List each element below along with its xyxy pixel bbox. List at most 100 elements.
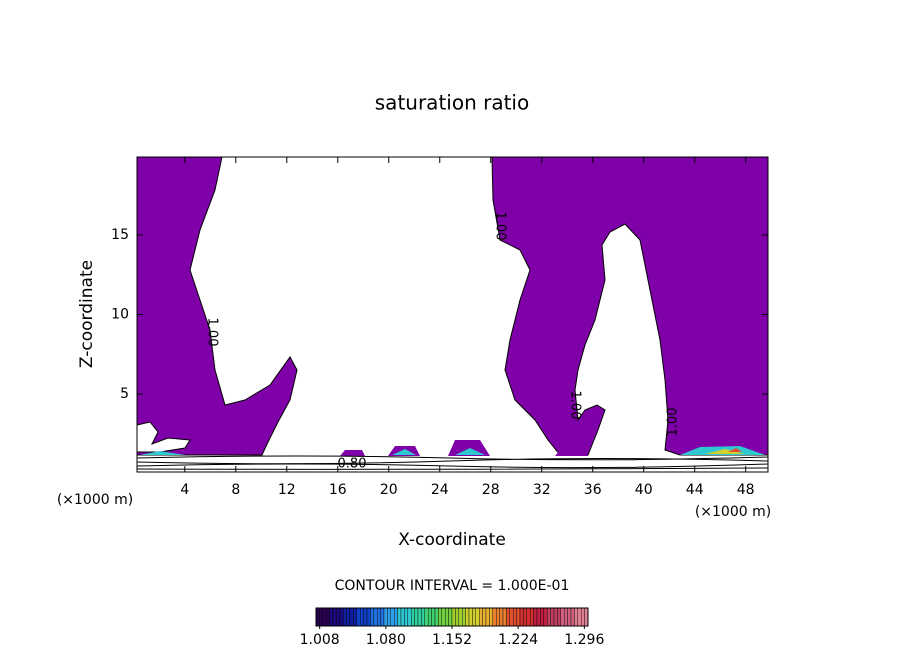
colorbar-cell <box>564 607 568 627</box>
x-tick-label: 36 <box>584 482 602 498</box>
colorbar-cell <box>346 607 351 627</box>
colorbar-cell <box>567 607 572 627</box>
colorbar-cell <box>482 607 487 627</box>
x-tick-label: 20 <box>380 482 398 498</box>
colorbar-tick-label: 1.152 <box>432 632 472 648</box>
colorbar-cell <box>377 607 381 627</box>
contour-lines <box>136 455 769 470</box>
colorbar-cell <box>547 607 551 627</box>
colorbar-cell <box>404 607 408 627</box>
colorbar-cell <box>519 607 524 627</box>
x-tick-label: 12 <box>278 482 296 498</box>
colorbar-cell <box>363 607 368 627</box>
colorbar-cell <box>417 607 422 627</box>
colorbar-cell <box>448 607 453 627</box>
x-tick-label: 24 <box>431 482 449 498</box>
x-tick-label: 16 <box>329 482 347 498</box>
x-tick-label: 40 <box>635 482 653 498</box>
colorbar-cell <box>394 607 398 627</box>
colorbar-cell <box>489 607 493 627</box>
region <box>491 156 769 456</box>
x-tick-label: 8 <box>231 482 240 498</box>
x-unit: (×1000 m) <box>695 504 771 520</box>
colorbar-cell <box>438 607 442 627</box>
colorbar-cell <box>343 607 347 627</box>
contour-label: 1.00 <box>568 391 583 420</box>
spots <box>140 446 765 455</box>
colorbar-cell <box>319 607 323 627</box>
colorbar-cell <box>496 607 500 627</box>
colorbar-cell <box>458 607 463 627</box>
x-tick-label: 32 <box>533 482 551 498</box>
chart-title: saturation ratio <box>375 91 529 115</box>
colorbar-cell <box>516 607 521 627</box>
colorbar-cell <box>540 607 545 627</box>
colorbar-cell <box>509 607 514 627</box>
colorbar-cell <box>536 607 541 627</box>
colorbar-cell <box>400 607 405 627</box>
colorbar-cell <box>424 607 429 627</box>
x-tick-label: 44 <box>686 482 704 498</box>
colorbar-tick-label: 1.296 <box>564 632 604 648</box>
colorbar-cell <box>332 607 337 627</box>
colorbar-cell <box>472 607 476 627</box>
colorbar-cell <box>431 607 436 627</box>
y-tick-label: 5 <box>120 386 129 402</box>
colorbar-cell <box>530 607 534 627</box>
colorbar-cell <box>526 607 531 627</box>
colorbar-cell <box>451 607 456 627</box>
colorbar-cell <box>499 607 504 627</box>
colorbar-cell <box>349 607 354 627</box>
colorbar-tick-label: 1.224 <box>498 632 538 648</box>
colorbar-cell <box>479 607 483 627</box>
colorbar-cell <box>326 607 330 627</box>
colorbar-cell <box>523 607 528 627</box>
spots <box>705 449 745 454</box>
y-tick-label: 10 <box>111 307 129 323</box>
colorbar-cell <box>411 607 415 627</box>
colorbar-cell <box>329 607 334 627</box>
colorbar-cell <box>390 607 395 627</box>
colorbar-cell <box>360 607 364 627</box>
colorbar-cell <box>513 607 517 627</box>
colorbar-cell <box>560 607 565 627</box>
colorbar-cell <box>356 607 361 627</box>
colorbar-cell <box>553 607 558 627</box>
colorbar-cell <box>383 607 388 627</box>
colorbar-cell <box>574 607 579 627</box>
colorbar-cell <box>533 607 538 627</box>
colorbar-cell <box>445 607 449 627</box>
colorbar-cell <box>373 607 378 627</box>
x-tick-label: 4 <box>180 482 189 498</box>
contour-label: 1.00 <box>205 318 220 347</box>
colorbar-cell <box>492 607 497 627</box>
colorbar-cell <box>502 607 507 627</box>
contour-interval: CONTOUR INTERVAL = 1.000E-01 <box>335 578 570 594</box>
contour-label: 1.00 <box>666 408 681 437</box>
x-tick-label: 48 <box>737 482 755 498</box>
colorbar-cell <box>462 607 466 627</box>
colorbar-cell <box>465 607 470 627</box>
colorbar-tick-label: 1.008 <box>300 632 340 648</box>
region <box>136 156 298 456</box>
x-axis-title: X-coordinate <box>398 530 506 550</box>
colorbar-cell <box>421 607 425 627</box>
y-tick-label: 15 <box>111 227 129 243</box>
colorbar-cell <box>543 607 548 627</box>
colorbar-cell <box>434 607 439 627</box>
colorbar-cell <box>370 607 374 627</box>
colorbar-cell <box>485 607 490 627</box>
colorbar-cell <box>441 607 446 627</box>
colorbar-cell <box>387 607 391 627</box>
colorbar-cell <box>557 607 562 627</box>
x-unit: (×1000 m) <box>57 492 133 508</box>
colorbar-cell <box>577 607 582 627</box>
colorbar-cell <box>581 607 585 627</box>
hole <box>136 421 191 453</box>
colorbar-cell <box>506 607 510 627</box>
colorbar-cell <box>475 607 480 627</box>
colorbar-cell <box>455 607 459 627</box>
colorbar-tick-label: 1.080 <box>366 632 406 648</box>
colorbar-cell <box>353 607 357 627</box>
colorbar-cell <box>584 607 589 627</box>
